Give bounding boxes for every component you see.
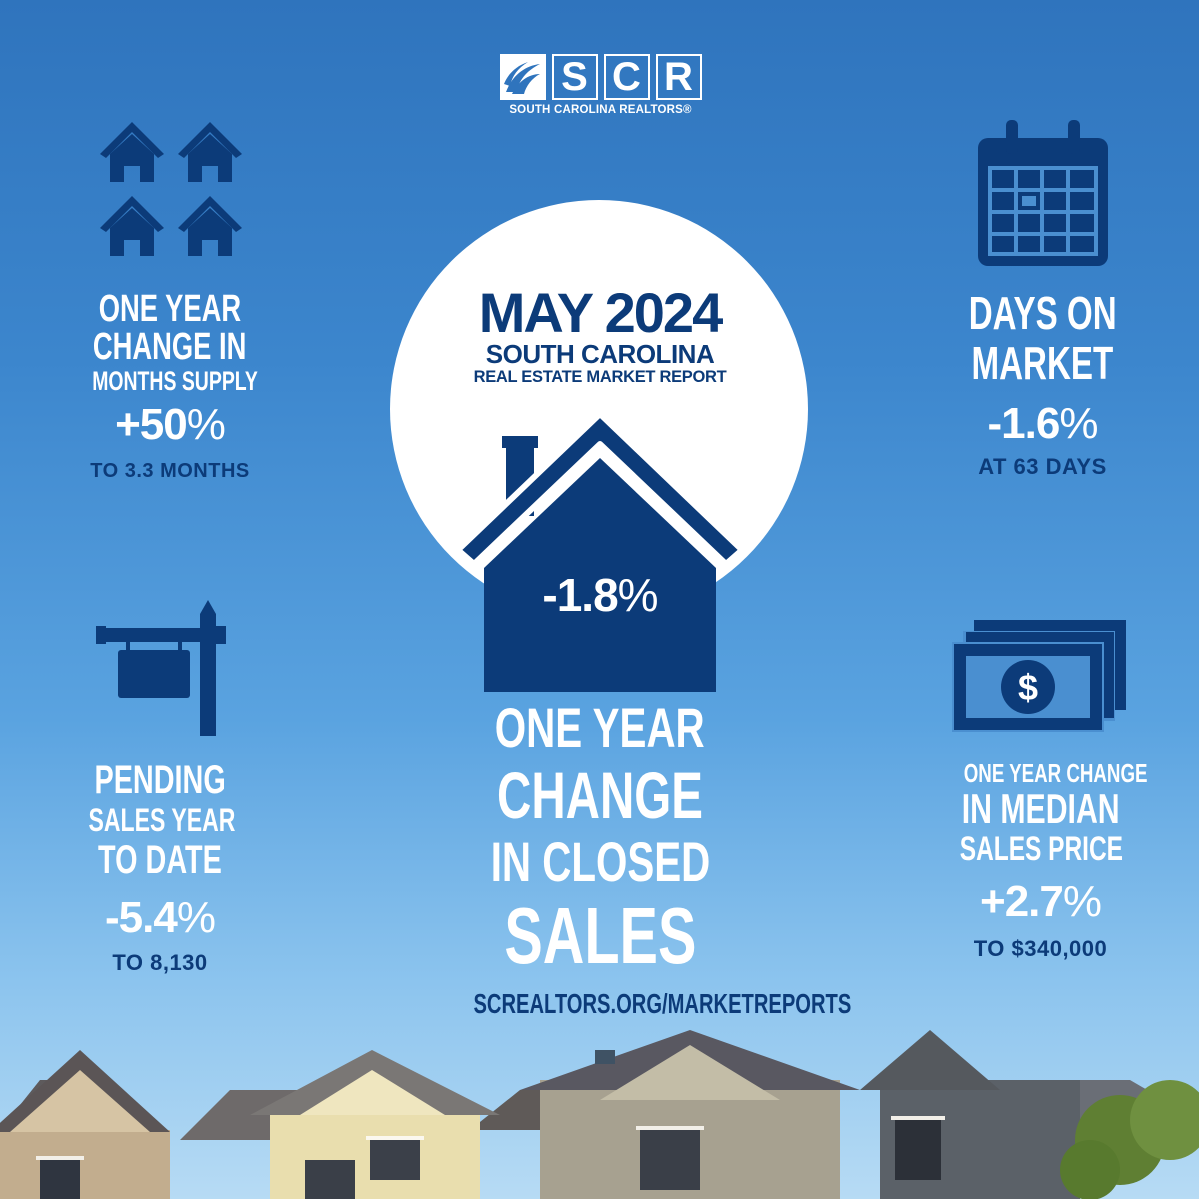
pending-label-1: PENDING bbox=[94, 758, 226, 802]
months-supply-label-2: CHANGE IN bbox=[93, 326, 247, 368]
scr-logo: S C R SOUTH CAROLINA REALTORS® bbox=[498, 54, 703, 116]
for-sale-sign-icon bbox=[96, 600, 226, 736]
palmetto-wave-icon bbox=[499, 54, 546, 100]
pending-sub: TO 8,130 bbox=[112, 950, 208, 975]
closed-sales-label-3: IN CLOSED bbox=[490, 830, 710, 893]
market-reports-link[interactable]: SCREALTORS.ORG/MARKETREPORTS bbox=[400, 988, 851, 1020]
median-sub: TO $340,000 bbox=[973, 936, 1108, 961]
pending-label-3: TO DATE bbox=[98, 838, 222, 882]
closed-sales-stat: -1.8% bbox=[542, 569, 658, 621]
market-reports-url: SCREALTORS.ORG/MARKETREPORTS bbox=[473, 988, 852, 1019]
months-supply-sub: TO 3.3 MONTHS bbox=[90, 460, 250, 482]
days-label-2: MARKET bbox=[971, 337, 1114, 389]
days-on-market-panel: DAYS ON MARKET -1.6% AT 63 DAYS bbox=[930, 290, 1155, 478]
closed-sales-label-4: SALES bbox=[503, 891, 697, 980]
median-label-1: ONE YEAR CHANGE bbox=[963, 758, 1148, 788]
months-supply-label-3: MONTHS SUPPLY bbox=[92, 366, 258, 396]
report-subtitle: REAL ESTATE MARKET REPORT bbox=[473, 368, 727, 387]
days-stat: -1.6% bbox=[987, 399, 1099, 448]
median-label-3: SALES PRICE bbox=[959, 830, 1123, 868]
calendar-icon bbox=[978, 120, 1108, 266]
closed-sales-label-2: CHANGE bbox=[497, 758, 703, 832]
logo-letter-c: C bbox=[612, 54, 641, 99]
dollar-symbol: $ bbox=[1018, 667, 1038, 708]
money-bills-icon: $ bbox=[952, 620, 1126, 732]
rooftops-illustration bbox=[0, 1030, 1199, 1199]
months-supply-stat: +50% bbox=[115, 400, 226, 449]
median-stat: +2.7% bbox=[980, 877, 1102, 926]
report-state: SOUTH CAROLINA bbox=[485, 339, 715, 369]
pending-sales-panel: PENDING SALES YEAR TO DATE -5.4% TO 8,13… bbox=[60, 760, 260, 974]
days-label-1: DAYS ON bbox=[968, 287, 1117, 339]
four-houses-icon bbox=[100, 122, 242, 256]
logo-letter-r: R bbox=[664, 54, 693, 99]
logo-letter-s: S bbox=[561, 54, 588, 99]
median-label-2: IN MEDIAN bbox=[961, 785, 1120, 832]
logo-tagline: SOUTH CAROLINA REALTORS® bbox=[509, 104, 692, 116]
months-supply-panel: ONE YEAR CHANGE IN MONTHS SUPPLY +50% TO… bbox=[60, 290, 280, 481]
months-supply-label-1: ONE YEAR bbox=[98, 288, 242, 330]
pending-stat: -5.4% bbox=[105, 893, 216, 942]
median-price-panel: ONE YEAR CHANGE IN MEDIAN SALES PRICE +2… bbox=[928, 760, 1153, 960]
house-icon bbox=[458, 411, 742, 692]
closed-sales-label-1: ONE YEAR bbox=[495, 696, 705, 759]
closed-sales-label: ONE YEAR CHANGE IN CLOSED SALES bbox=[430, 700, 770, 976]
report-title: MAY 2024 SOUTH CAROLINA REAL ESTATE MARK… bbox=[400, 281, 800, 387]
days-sub: AT 63 DAYS bbox=[978, 454, 1107, 479]
report-month-year: MAY 2024 bbox=[478, 281, 723, 344]
pending-label-2: SALES YEAR bbox=[88, 802, 236, 838]
